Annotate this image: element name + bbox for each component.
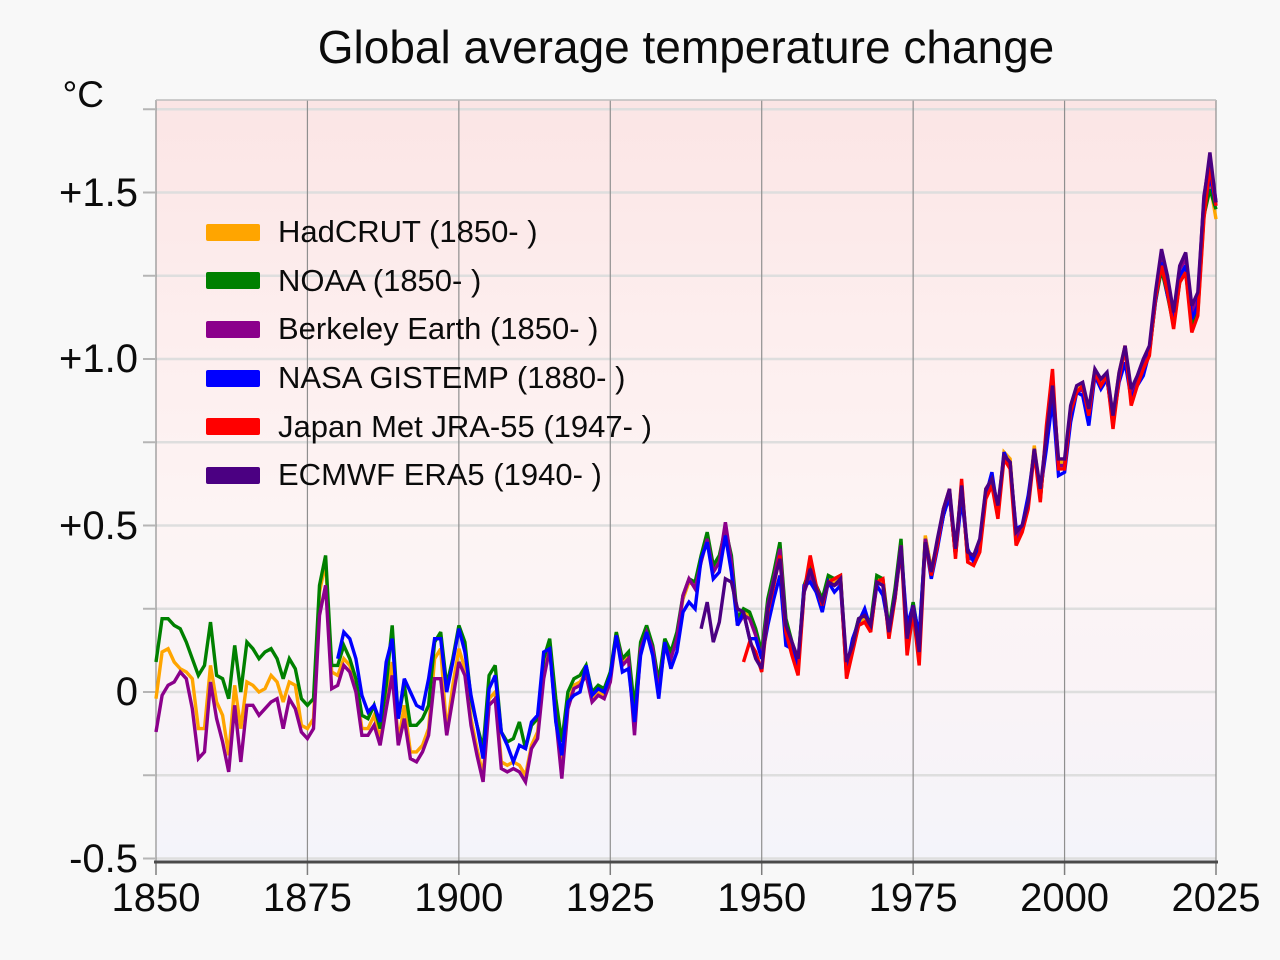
y-tick-label: +1.5 (59, 170, 138, 215)
legend-item-ecmwf-era5: ECMWF ERA5 (1940- ) (206, 451, 652, 500)
legend-item-hadcrut: HadCRUT (1850- ) (206, 208, 652, 257)
x-tick-label: 2000 (1020, 876, 1110, 920)
legend-label: ECMWF ERA5 (1940- ) (278, 457, 602, 493)
y-tick-label: +0.5 (59, 503, 138, 548)
y-axis-unit-label: °C (62, 74, 104, 115)
legend-label: NOAA (1850- ) (278, 262, 482, 298)
legend-swatch-noaa (206, 272, 260, 290)
x-tick-label: 1900 (414, 876, 504, 920)
x-tick-label: 1850 (111, 876, 201, 920)
legend-item-berkeley-earth: Berkeley Earth (1850- ) (206, 305, 652, 354)
x-tick-label: 1925 (565, 876, 655, 920)
legend-item-noaa: NOAA (1850- ) (206, 257, 652, 306)
series-line-ecmwf-era5 (699, 152, 1218, 670)
legend-label: Japan Met JRA-55 (1947- ) (278, 408, 652, 444)
plot-area (143, 99, 1218, 875)
legend-swatch-japan-met-jra55 (206, 418, 260, 436)
legend-item-nasa-gistemp: NASA GISTEMP (1880- ) (206, 354, 652, 403)
legend-swatch-ecmwf-era5 (206, 466, 260, 484)
legend-item-japan-met-jra55: Japan Met JRA-55 (1947- ) (206, 402, 652, 451)
legend: HadCRUT (1850- ) NOAA (1850- ) Berkeley Ea… (206, 208, 652, 500)
x-tick-label: 1950 (717, 876, 807, 920)
legend-label: Berkeley Earth (1850- ) (278, 311, 599, 347)
y-tick-label: +1.0 (59, 337, 138, 381)
legend-label: HadCRUT (1850- ) (278, 214, 538, 250)
chart-title: Global average temperature change (317, 21, 1055, 73)
y-tick-label: -0.5 (69, 836, 138, 881)
x-tick-label: 1975 (868, 876, 958, 920)
legend-label: NASA GISTEMP (1880- ) (278, 360, 626, 396)
y-tick-label: 0 (115, 670, 138, 714)
x-tick-label: 2025 (1171, 876, 1261, 920)
x-tick-label: 1875 (262, 876, 352, 920)
legend-swatch-nasa-gistemp (206, 369, 260, 387)
legend-swatch-berkeley-earth (206, 320, 260, 338)
legend-swatch-hadcrut (206, 223, 260, 241)
